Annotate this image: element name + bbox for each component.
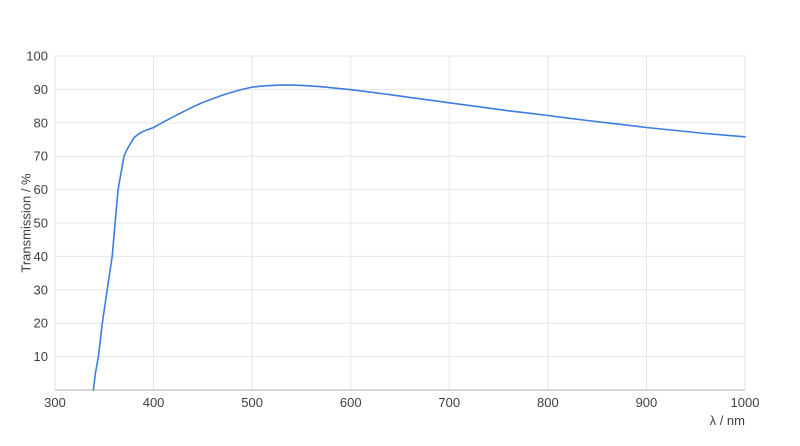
- x-tick-label: 300: [44, 395, 66, 410]
- y-tick-label: 70: [34, 149, 48, 164]
- x-tick-label: 900: [636, 395, 658, 410]
- y-tick-label: 30: [34, 282, 48, 297]
- y-axis-title: Transmission / %: [18, 173, 34, 273]
- y-tick-label: 40: [34, 249, 48, 264]
- x-tick-label: 1000: [731, 395, 760, 410]
- y-tick-label: 10: [34, 349, 48, 364]
- x-tick-label: 700: [438, 395, 460, 410]
- y-tick-label: 20: [34, 316, 48, 331]
- x-axis-title: λ / nm: [709, 413, 745, 428]
- x-tick-label: 600: [340, 395, 362, 410]
- y-tick-label: 90: [34, 82, 48, 97]
- x-tick-label: 800: [537, 395, 559, 410]
- y-tick-label: 80: [34, 115, 48, 130]
- x-tick-label: 500: [241, 395, 263, 410]
- x-tick-label: 400: [143, 395, 165, 410]
- y-tick-label: 100: [26, 49, 48, 64]
- y-tick-label: 60: [34, 182, 48, 197]
- y-tick-label: 50: [34, 216, 48, 231]
- transmission-curve: [92, 84, 746, 391]
